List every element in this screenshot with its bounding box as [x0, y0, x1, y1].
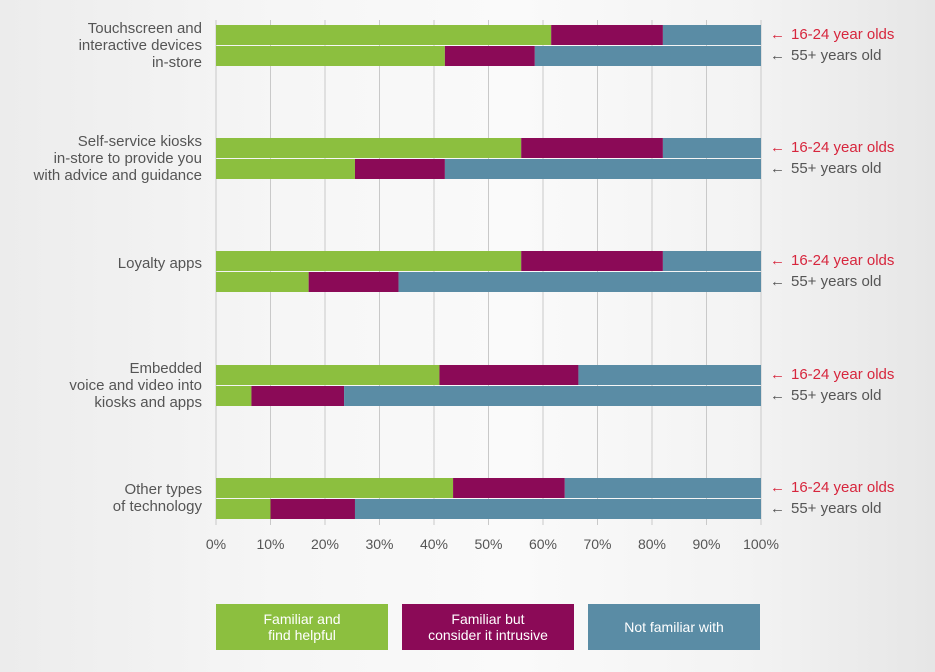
group-label-text: 55+ years old	[791, 500, 882, 517]
category-label: Touchscreen and interactive devices in-sto…	[7, 20, 202, 71]
group-label-text: 55+ years old	[791, 273, 882, 290]
bar-segment	[216, 478, 454, 498]
category-label-line: Loyalty apps	[117, 254, 202, 272]
x-tick-label: 50%	[474, 536, 503, 552]
category-label-line: kiosks and apps	[94, 393, 202, 411]
category-label-line: with advice and guidance	[33, 166, 202, 184]
arrow-left-icon: ←	[770, 500, 785, 517]
bar-segment	[216, 251, 522, 271]
bar-segment	[216, 272, 309, 292]
bar-segment	[216, 25, 552, 45]
category-label: Embedded voice and video into kiosks and a…	[7, 360, 202, 411]
x-tick-label: 60%	[528, 536, 558, 552]
x-tick-label: 70%	[583, 536, 612, 552]
x-tick-label: 90%	[692, 536, 721, 552]
bar-segment	[216, 46, 445, 66]
group-label: ← 55+ years old	[770, 47, 881, 65]
x-tick-label: 80%	[637, 536, 667, 552]
group-label: ← 16-24 year olds	[770, 479, 894, 497]
category-label-line: interactive devices	[78, 36, 202, 54]
bar-segment	[578, 365, 761, 385]
arrow-left-icon: ←	[770, 160, 785, 177]
bar-segment	[662, 251, 761, 271]
group-label-text: 16-24 year olds	[791, 252, 895, 269]
bar-segment	[453, 478, 565, 498]
x-tick-label: 20%	[310, 536, 340, 552]
category-label-line: Other types	[124, 481, 202, 498]
legend-label-line: Familiar and	[263, 611, 341, 627]
group-label-text: 55+ years old	[791, 387, 882, 404]
legend-item: Familiar and find helpful	[216, 604, 388, 650]
category-label: Self-service kiosks in-store to provide y…	[7, 133, 202, 184]
category-label-line: in-store	[151, 53, 202, 71]
bar-segment	[216, 365, 440, 385]
category-label: Other types of technology	[7, 481, 202, 515]
bar-segment	[344, 386, 761, 406]
bar-segment	[564, 478, 761, 498]
bar-segment	[521, 251, 663, 271]
x-tick-label: 10%	[256, 536, 285, 552]
bar-segment	[216, 159, 355, 179]
bar-segment	[534, 46, 761, 66]
group-label-text: 16-24 year olds	[791, 26, 895, 43]
bar-segment	[308, 272, 399, 292]
bar-segment	[216, 138, 522, 158]
group-label: ← 16-24 year olds	[770, 366, 894, 384]
bar-segment	[662, 138, 761, 158]
arrow-left-icon: ←	[770, 252, 785, 269]
bar-segment	[551, 25, 663, 45]
arrow-left-icon: ←	[770, 26, 785, 43]
bar-segment	[521, 138, 663, 158]
group-label-text: 16-24 year olds	[791, 479, 895, 496]
legend-label-line: consider it intrusive	[428, 627, 548, 643]
bar-segment	[662, 25, 761, 45]
group-label: ← 55+ years old	[770, 160, 881, 178]
x-tick-label: 0%	[205, 536, 227, 552]
bar-segment	[251, 386, 345, 406]
group-label: ← 16-24 year olds	[770, 252, 894, 270]
arrow-left-icon: ←	[770, 139, 785, 156]
arrow-left-icon: ←	[770, 366, 785, 383]
bar-segment	[444, 159, 761, 179]
group-label: ← 55+ years old	[770, 387, 881, 405]
bar-segment	[398, 272, 761, 292]
bar-segment	[444, 46, 535, 66]
category-label-line: in-store to provide you	[53, 149, 202, 167]
x-tick-label: 30%	[365, 536, 394, 552]
arrow-left-icon: ←	[770, 47, 785, 64]
bar-segment	[354, 159, 445, 179]
category-label: Loyalty apps	[7, 255, 202, 272]
category-label-line: Embedded	[129, 359, 202, 377]
group-label: ← 16-24 year olds	[770, 26, 894, 44]
group-label-text: 16-24 year olds	[791, 366, 895, 383]
legend-item: Familiar but consider it intrusive	[402, 604, 574, 650]
x-tick-label: 40%	[419, 536, 449, 552]
bar-segment	[216, 499, 271, 519]
arrow-left-icon: ←	[770, 387, 785, 404]
bar-segment	[270, 499, 355, 519]
bar-segment	[216, 386, 252, 406]
group-label-text: 55+ years old	[791, 160, 882, 177]
legend-label-line: find helpful	[268, 627, 336, 643]
category-label-line: Self-service kiosks	[77, 132, 202, 150]
category-label-line: Touchscreen and	[87, 19, 202, 37]
category-label-line: voice and video into	[69, 376, 202, 394]
legend-item: Not familiar with	[588, 604, 760, 650]
category-label-line: of technology	[112, 498, 202, 515]
x-tick-label: 100%	[743, 536, 779, 552]
group-label-text: 55+ years old	[791, 47, 882, 64]
group-label: ← 16-24 year olds	[770, 139, 894, 157]
group-label-text: 16-24 year olds	[791, 139, 895, 156]
arrow-left-icon: ←	[770, 479, 785, 496]
bar-segment	[354, 499, 761, 519]
group-label: ← 55+ years old	[770, 273, 881, 291]
bar-segment	[439, 365, 579, 385]
legend-label-line: Familiar but	[451, 611, 525, 627]
group-label: ← 55+ years old	[770, 500, 881, 518]
legend-label-line: Not familiar with	[624, 619, 724, 635]
arrow-left-icon: ←	[770, 273, 785, 290]
